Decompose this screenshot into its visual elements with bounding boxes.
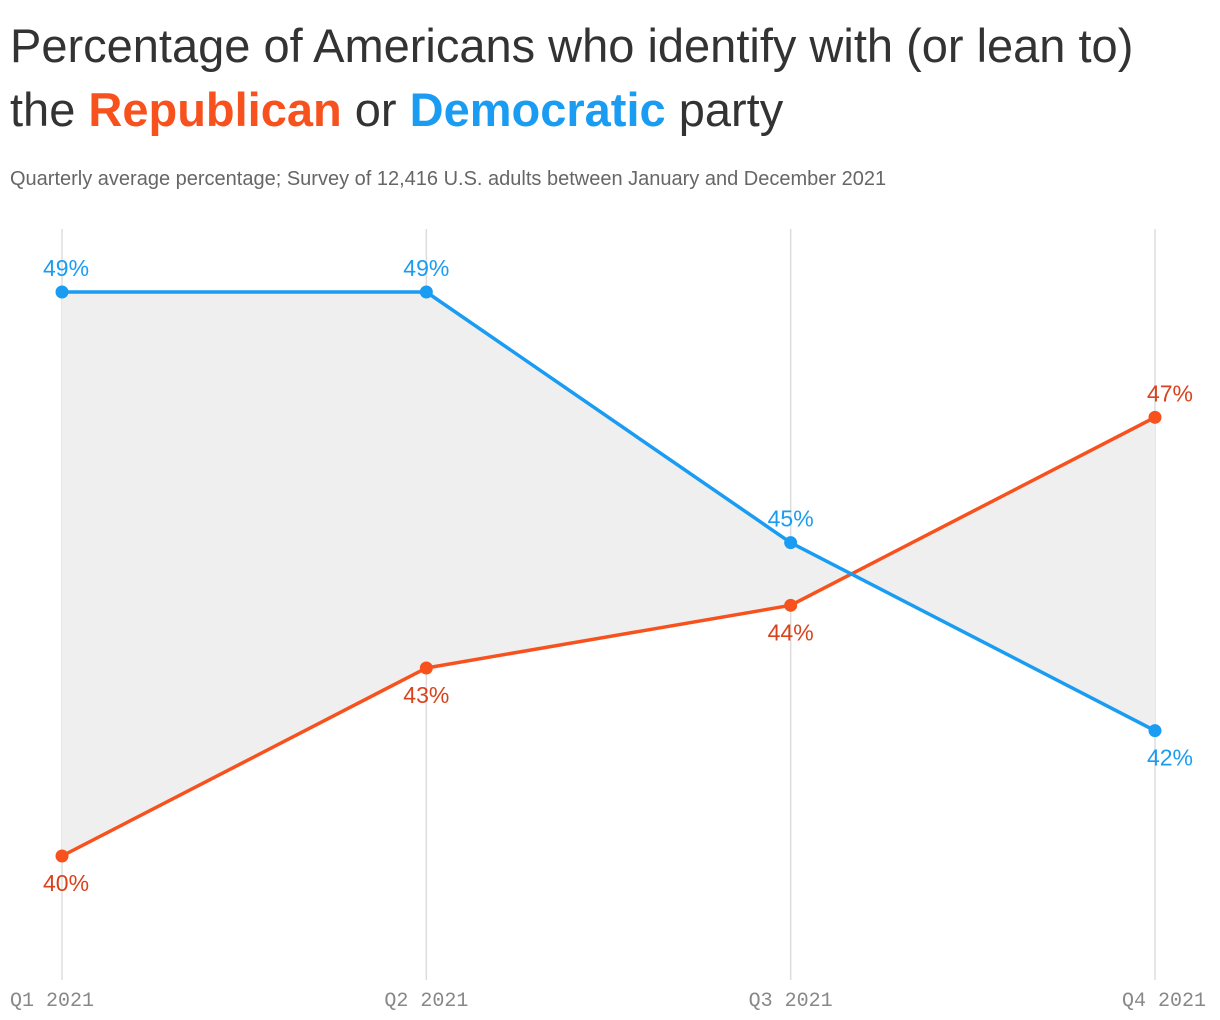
- title-part-2: or: [341, 83, 410, 136]
- title-part-3: party: [665, 83, 784, 136]
- democratic-point: [419, 285, 433, 299]
- republican-point: [1148, 410, 1162, 424]
- title-republican: Republican: [88, 83, 342, 136]
- republican-point: [419, 661, 433, 675]
- republican-data-label: 44%: [768, 619, 814, 645]
- democratic-point: [55, 285, 69, 299]
- democratic-data-label: 49%: [403, 255, 449, 281]
- series-lines: [61, 290, 1156, 858]
- x-axis-ticks: Q1 2021 Q2 2021 Q3 2021 Q4 2021: [10, 990, 1206, 1013]
- democratic-data-label: 42%: [1147, 745, 1193, 771]
- series-points: [55, 285, 1162, 863]
- title-democratic: Democratic: [409, 83, 666, 136]
- x-tick-label: Q3 2021: [749, 990, 833, 1013]
- republican-point: [55, 849, 69, 863]
- democratic-point: [1148, 724, 1162, 738]
- chart-title: Percentage of Americans who identify wit…: [10, 14, 1210, 142]
- democratic-line: [62, 290, 1156, 733]
- republican-data-label: 40%: [43, 870, 89, 896]
- republican-data-label: 43%: [403, 682, 449, 708]
- title-part-1: Percentage of Americans who identify wit…: [10, 19, 1134, 136]
- democratic-point: [784, 536, 798, 550]
- republican-data-label: 47%: [1147, 380, 1193, 406]
- data-labels: 40% 43% 44% 47% 49% 49% 45% 42%: [43, 255, 1193, 896]
- republican-line: [61, 415, 1156, 858]
- chart-subtitle: Quarterly average percentage; Survey of …: [10, 168, 887, 190]
- x-tick-label: Q2 2021: [384, 990, 468, 1013]
- democratic-data-label: 45%: [768, 506, 814, 532]
- x-tick-label: Q1 2021: [10, 990, 94, 1013]
- republican-point: [784, 598, 798, 612]
- x-tick-label: Q4 2021: [1122, 990, 1206, 1013]
- democratic-data-label: 49%: [43, 255, 89, 281]
